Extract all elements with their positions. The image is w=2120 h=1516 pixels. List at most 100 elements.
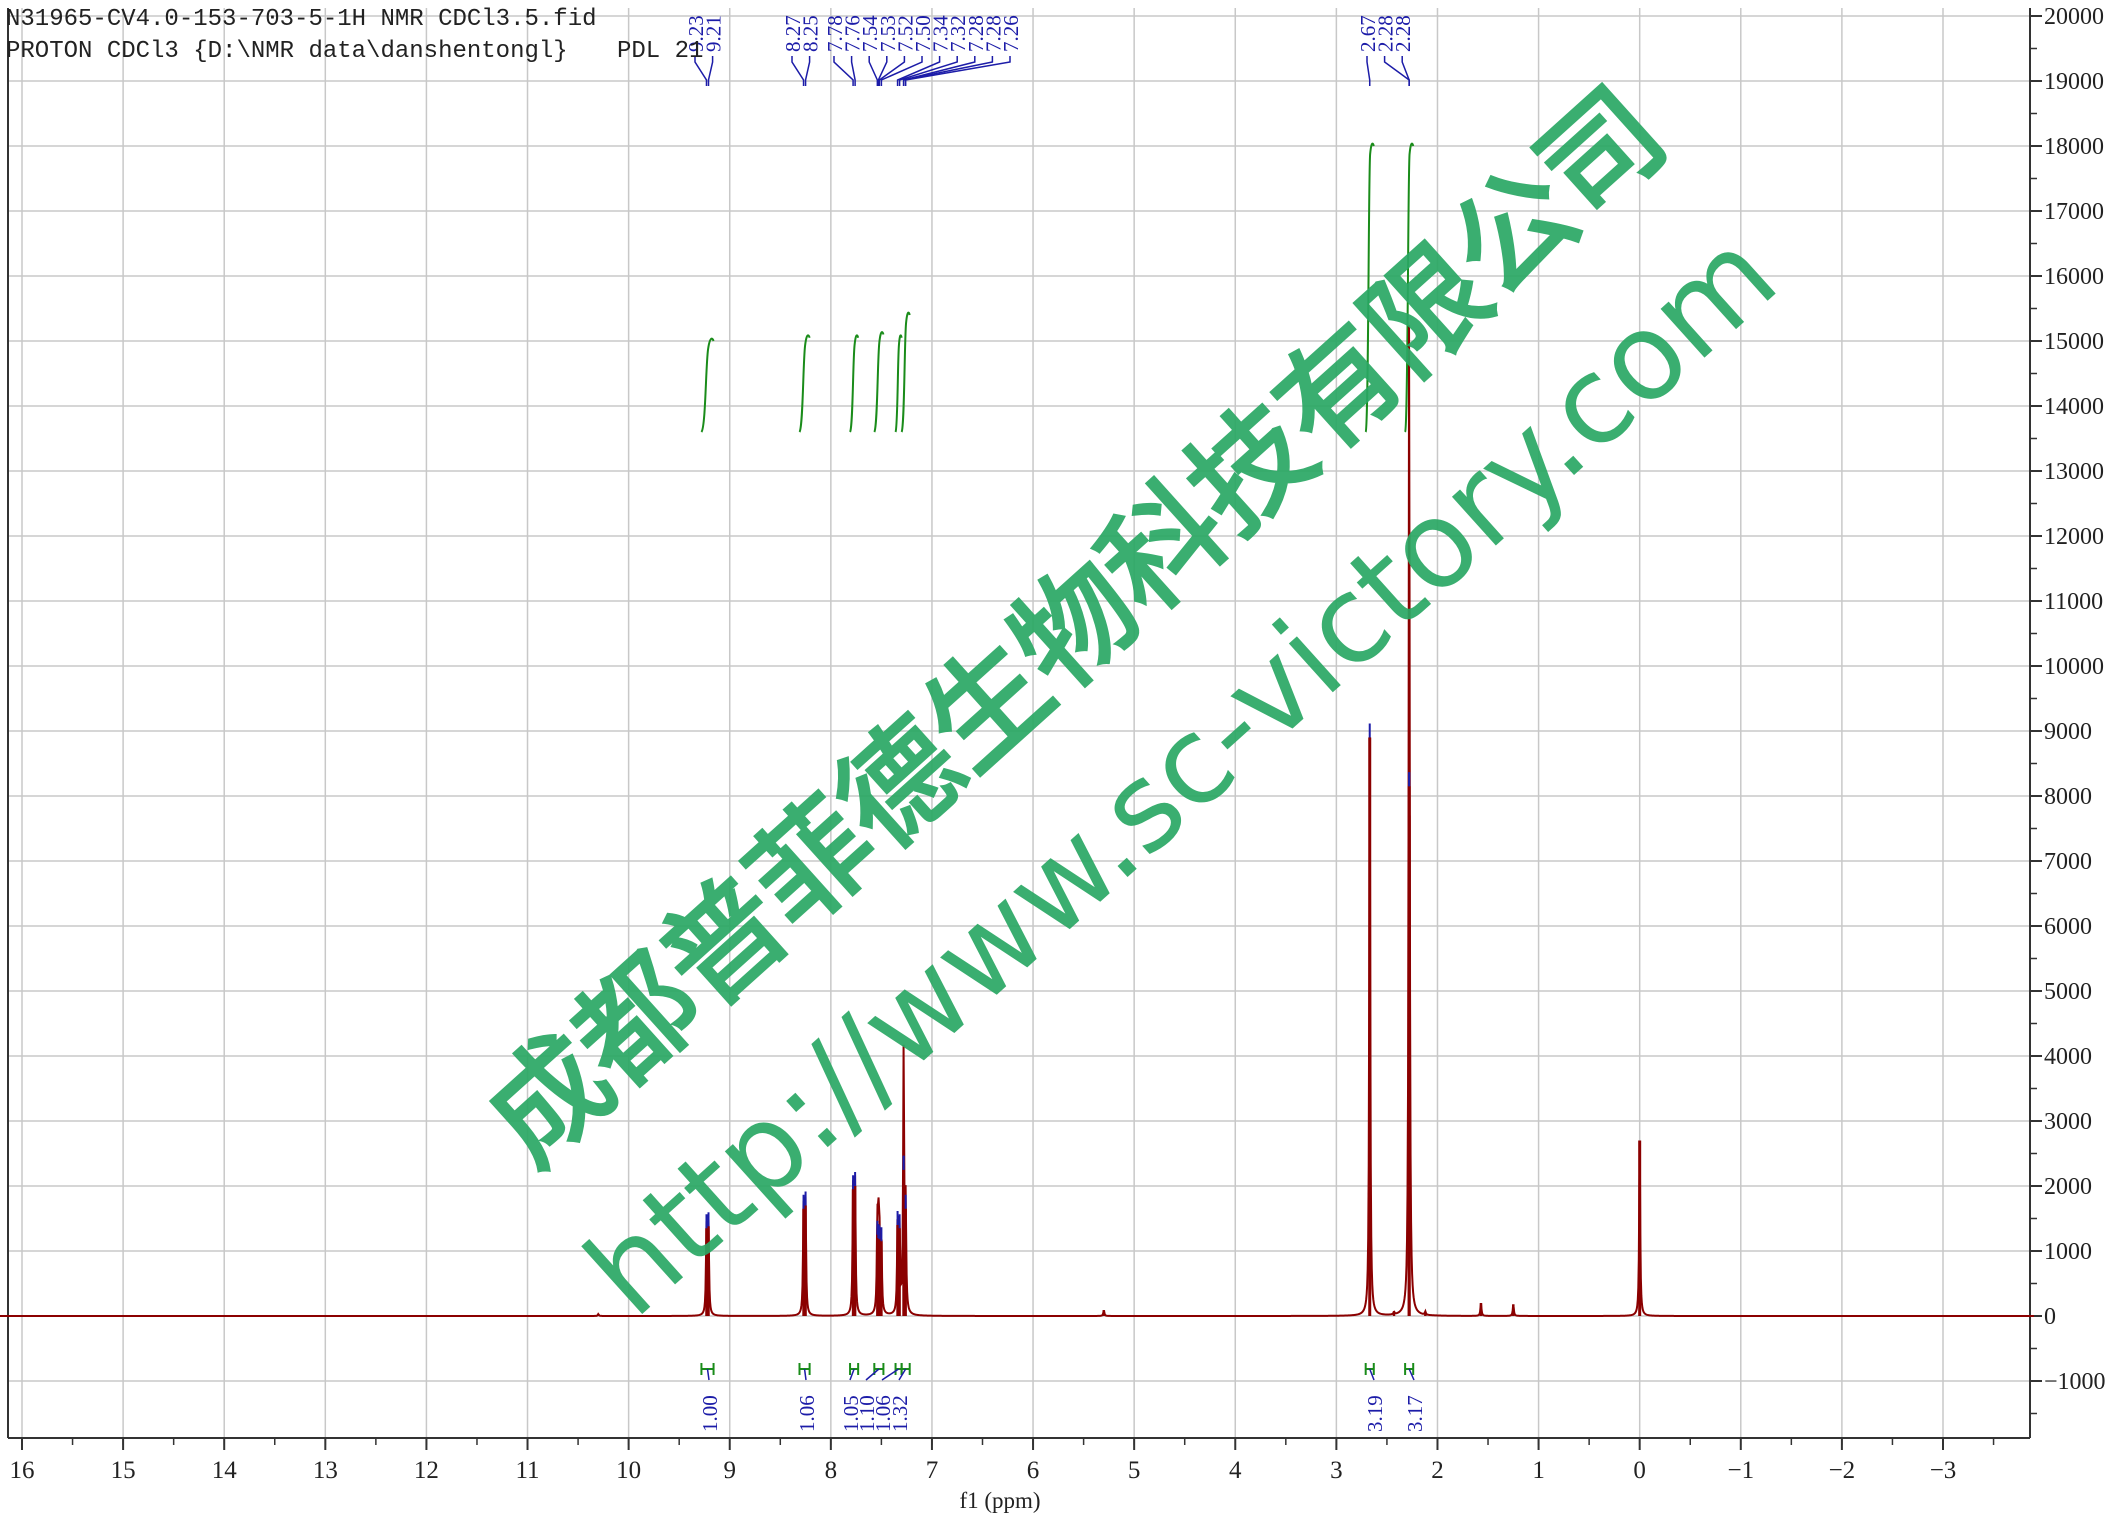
integral-label: 1.06 [795,1395,819,1432]
x-tick-label: 14 [212,1457,238,1484]
x-tick-label: 0 [1633,1457,1646,1484]
y-tick-label: 0 [2044,1304,2056,1330]
y-tick-label: 6000 [2044,914,2092,940]
y-tick-label: 17000 [2044,199,2104,225]
y-tick-label: −1000 [2044,1369,2106,1395]
integral-leader [865,1368,880,1381]
integral-label: 1.00 [698,1395,722,1432]
x-tick-label: 8 [825,1457,838,1484]
x-tick-label: 15 [111,1457,136,1484]
y-tick-label: 19000 [2044,69,2104,95]
peak-leader [896,56,941,86]
integral-curve [1404,142,1415,433]
integral-curve [894,334,903,433]
x-axis: 16 15 14 13 12 11 10 9 8 7 6 5 4 3 2 1 0 −1 −2 −3 [10,1438,1995,1484]
peak-leader [880,56,923,86]
peak-leader [878,56,906,86]
peak-label: 7.34 [929,15,953,52]
peak-leader [904,56,1011,86]
peak-label: 7.53 [876,15,900,52]
y-tick-label: 8000 [2044,784,2092,810]
x-axis-label: f1 (ppm) [959,1488,1040,1513]
grid-lines [8,8,2030,1438]
peak-label: 7.28 [964,15,988,52]
peak-leader [898,56,958,86]
peak-leader [791,56,805,86]
y-tick-label: 9000 [2044,719,2092,745]
integral-label: 1.10 [855,1395,879,1432]
integral-label: 3.19 [1363,1395,1387,1432]
integral-curve [798,334,811,433]
peak-label: 2.67 [1356,15,1380,52]
x-tick-label: 2 [1431,1457,1444,1484]
y-axis: 2000019000180001700016000150001400013000… [2030,4,2106,1415]
x-tick-label: 4 [1229,1457,1242,1484]
x-tick-label: −3 [1930,1457,1957,1484]
peak-leader [694,56,708,86]
peak-label: 7.28 [981,15,1005,52]
peak-label: 7.76 [841,15,865,52]
x-tick-label: 3 [1330,1457,1343,1484]
peak-label: 7.52 [893,15,917,52]
x-tick-label: 5 [1128,1457,1141,1484]
peak-leader [902,56,994,86]
x-tick-label: 13 [313,1457,338,1484]
integral-curves [700,142,1415,433]
integral-leader [803,1368,807,1381]
header-experiment: PROTON CDCl3 {D:\NMR data\danshentongl} [6,38,568,65]
y-tick-label: 10000 [2044,654,2104,680]
integral-label: 3.17 [1403,1395,1427,1432]
x-tick-label: −2 [1829,1457,1856,1484]
y-tick-label: 11000 [2044,589,2103,615]
peak-labels: 9.239.21 8.278.25 7.787.767.547.537.527.50… [684,15,1415,86]
peak-leader [877,56,888,86]
y-tick-label: 7000 [2044,849,2092,875]
y-tick-label: 18000 [2044,134,2104,160]
y-tick-label: 5000 [2044,979,2092,1005]
integral-curve [1364,142,1375,433]
x-tick-label: −1 [1727,1457,1754,1484]
integral-leader [898,1368,907,1381]
peak-label: 7.32 [946,15,970,52]
header-pdl: PDL 21 [617,38,704,65]
x-tick-label: 9 [723,1457,736,1484]
integral-labels: 1.00 1.06 1.051.101.061.32 3.19 3.17 [698,1363,1427,1432]
integral-curve [900,311,911,433]
plot-frame [7,8,2031,1439]
peak-leader [804,56,811,86]
peak-label: 2.28 [1374,15,1398,52]
integral-leader [1408,1368,1415,1381]
x-tick-label: 1 [1532,1457,1545,1484]
y-tick-label: 12000 [2044,524,2104,550]
header-filename: N31965-CV4.0-153-703-5-1H NMR CDCl3.5.fi… [6,6,597,33]
integral-label: 1.32 [888,1395,912,1432]
x-tick-label: 10 [616,1457,641,1484]
integral-label: 1.05 [839,1395,863,1432]
peak-leader [707,56,714,86]
x-tick-label: 6 [1027,1457,1040,1484]
peak-label: 7.26 [999,15,1023,52]
peak-label: 7.50 [911,15,935,52]
y-tick-label: 13000 [2044,459,2104,485]
integral-leader [881,1368,899,1381]
y-tick-label: 14000 [2044,394,2104,420]
peak-leader [1401,56,1410,86]
y-tick-label: 20000 [2044,4,2104,30]
integral-leader [706,1368,710,1381]
peak-label: 8.27 [781,15,805,52]
peak-leader [1366,56,1371,86]
y-tick-label: 15000 [2044,329,2104,355]
integral-curve [849,334,860,433]
spectrum-line [0,325,2034,1317]
y-tick-label: 2000 [2044,1174,2092,1200]
peak-label: 8.25 [799,15,823,52]
x-tick-label: 11 [515,1457,539,1484]
peak-label: 7.54 [858,15,882,52]
peak-leader [850,56,856,86]
x-tick-label: 7 [926,1457,939,1484]
x-tick-label: 12 [414,1457,439,1484]
peak-label: 7.78 [823,15,847,52]
integral-leader [849,1368,855,1381]
